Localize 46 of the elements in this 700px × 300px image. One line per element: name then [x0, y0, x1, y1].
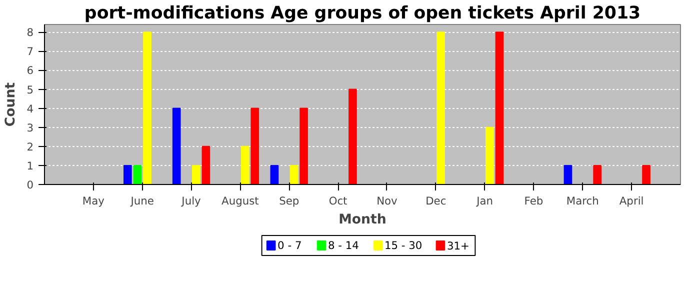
x-tick-label: Nov — [376, 194, 398, 208]
x-tick-label: Jan — [476, 194, 494, 208]
y-tick-label: 0 — [26, 178, 34, 192]
bar — [300, 108, 308, 184]
bar — [172, 108, 181, 184]
x-tick-label: April — [619, 194, 644, 208]
x-tick-label: Dec — [426, 194, 446, 208]
y-tick-label: 5 — [26, 83, 34, 96]
bar — [192, 164, 200, 184]
legend-label: 31+ — [446, 240, 470, 252]
bar — [348, 88, 357, 184]
x-axis-title: Month — [338, 212, 386, 228]
y-tick-label: 1 — [26, 159, 34, 172]
bar — [593, 164, 602, 184]
bar — [250, 108, 260, 184]
y-tick-label: 6 — [26, 64, 34, 78]
y-tick-label: 3 — [26, 121, 34, 134]
bar — [564, 164, 572, 184]
x-tick-label: May — [82, 194, 104, 208]
chart-title: port-modifications Age groups of open tickets April 2013 — [84, 4, 641, 24]
bar — [495, 32, 504, 184]
bar — [290, 164, 298, 184]
bar — [436, 32, 445, 184]
y-axis-title: Count — [4, 82, 19, 127]
bar — [133, 164, 142, 184]
legend-label: 8 - 14 — [328, 239, 360, 252]
bar — [124, 164, 132, 184]
bar — [143, 32, 152, 184]
y-tick-label: 8 — [26, 26, 34, 40]
x-tick-label: August — [222, 194, 259, 208]
x-tick-label: Feb — [524, 194, 544, 208]
y-tick-label: 7 — [26, 45, 34, 58]
legend-label: 0 - 7 — [278, 239, 302, 252]
bar — [486, 126, 494, 184]
legend-label: 15 - 30 — [384, 239, 422, 252]
bar — [202, 146, 210, 184]
bar — [642, 164, 650, 184]
bar — [240, 146, 250, 184]
x-tick-label: July — [180, 194, 201, 208]
y-tick-label: 2 — [26, 140, 34, 154]
y-tick-label: 4 — [26, 102, 34, 116]
x-tick-label: June — [130, 194, 154, 208]
bar — [270, 164, 279, 184]
x-tick-label: Sep — [279, 194, 300, 208]
x-tick-label: March — [566, 194, 599, 208]
x-tick-label: Oct — [328, 194, 348, 208]
